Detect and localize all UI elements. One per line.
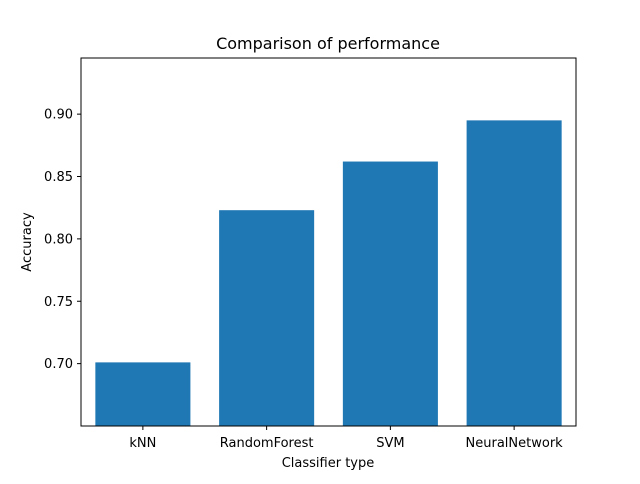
bar-RandomForest (219, 210, 315, 426)
y-tick-label: 0.80 (44, 232, 73, 247)
y-axis-label: Accuracy (20, 212, 35, 272)
y-tick-label: 0.85 (44, 170, 73, 185)
x-axis-label: Classifier type (282, 456, 375, 471)
x-axis-ticks: kNN RandomForest SVM NeuralNetwork (129, 426, 563, 451)
bar-SVM (342, 161, 438, 427)
chart-title: Comparison of performance (216, 34, 440, 53)
y-axis-ticks: 0.70 0.75 0.80 0.85 0.90 (44, 108, 81, 372)
x-tick-label: NeuralNetwork (466, 436, 564, 451)
bar-kNN (95, 362, 191, 426)
y-tick-label: 0.70 (44, 357, 73, 372)
x-tick-label: SVM (376, 436, 404, 451)
bar-NeuralNetwork (466, 120, 562, 427)
x-tick-label: RandomForest (220, 436, 314, 451)
y-tick-label: 0.90 (44, 108, 73, 123)
x-tick-label: kNN (129, 436, 156, 451)
bars-group (95, 120, 562, 427)
y-tick-label: 0.75 (44, 295, 73, 310)
plot-frame (80, 57, 577, 427)
